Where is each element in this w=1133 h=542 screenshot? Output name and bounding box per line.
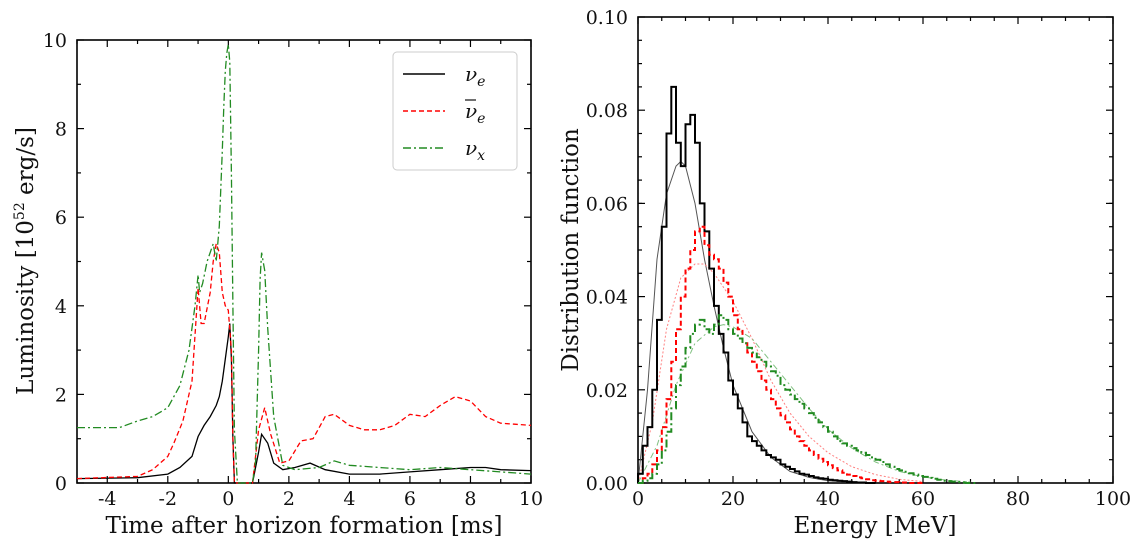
right-x-tick-label: 100 (1095, 488, 1131, 510)
legend-symbol: ν (465, 62, 477, 86)
right-x-tick-label: 20 (721, 488, 745, 510)
right-x-tick-label: 40 (816, 488, 840, 510)
right-y-tick-label: 0.02 (586, 380, 628, 402)
left-x-tick-label: 10 (519, 488, 543, 510)
distribution-panel: 0 20 40 60 80 100 0.00 0.02 0.04 0.06 0.08 0.10 Ene… (558, 7, 1131, 539)
left-y-label-exponent: 52 (12, 202, 28, 220)
legend-symbol: ν (465, 99, 477, 123)
left-y-axis-label: Luminosity [1052 erg/s] (12, 127, 39, 395)
series-line-2 (77, 44, 532, 484)
left-y-tick-label: 0 (55, 473, 67, 495)
right-x-tick-label: 0 (632, 488, 644, 510)
right-y-tick-label: 0.06 (586, 193, 628, 215)
left-y-tick-label: 10 (43, 30, 67, 52)
left-x-tick-label: 8 (464, 488, 476, 510)
fit-curve-0 (637, 160, 876, 484)
legend-subscript: x (477, 148, 485, 164)
legend-box (392, 51, 518, 171)
legend-label: νe (465, 62, 485, 90)
histogram-0 (637, 85, 876, 484)
left-x-axis-label: Time after horizon formation [ms] (106, 513, 503, 539)
right-x-tick-label: 60 (911, 488, 935, 510)
left-y-tick-label: 2 (55, 384, 67, 406)
fit-curve-1 (637, 263, 924, 484)
right-y-axis-label: Distribution function (558, 128, 584, 372)
left-x-tick-label: 4 (343, 488, 355, 510)
right-y-tick-label: 0.04 (586, 287, 628, 309)
series-line-0 (76, 323, 532, 484)
right-y-tick-label: 0.00 (586, 473, 628, 495)
left-x-tick-label: -2 (159, 488, 178, 510)
right-x-axis-label: Energy [MeV] (794, 513, 957, 539)
right-y-tick-label: 0.10 (586, 7, 628, 29)
fit-curve-2 (637, 324, 971, 484)
legend-symbol: ν (465, 136, 477, 160)
left-y-tick-label: 6 (55, 207, 67, 229)
left-x-tick-label: 6 (404, 488, 416, 510)
legend-label: νx (465, 136, 485, 164)
series-line-1 (76, 241, 532, 484)
left-x-tick-label: 2 (283, 488, 295, 510)
right-y-tick-label: 0.08 (586, 100, 628, 122)
legend-subscript: e (477, 111, 485, 127)
legend-label: νe (465, 99, 485, 127)
left-y-tick-label: 4 (55, 296, 67, 318)
left-y-tick-label: 8 (55, 119, 67, 141)
histogram-1 (638, 225, 923, 484)
right-x-tick-label: 80 (1006, 488, 1030, 510)
histogram-2 (638, 314, 976, 484)
left-y-label-unit: erg/s] (13, 127, 39, 202)
legend-subscript: e (477, 74, 485, 90)
left-y-label-main: Luminosity [10 (13, 220, 39, 395)
left-x-tick-label: -4 (98, 488, 117, 510)
left-x-tick-label: 0 (222, 488, 234, 510)
